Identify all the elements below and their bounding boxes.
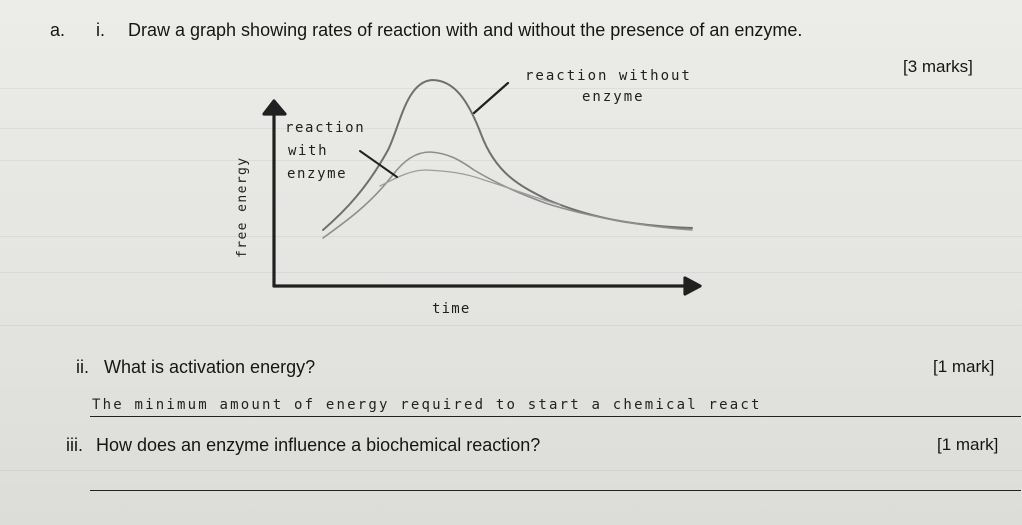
background-rule — [0, 236, 1022, 237]
answer-line-ii — [90, 416, 1021, 417]
y-axis-arrow — [262, 99, 287, 116]
curve-with-enzyme-upper — [379, 169, 561, 206]
question-i-marks: [3 marks] — [903, 57, 973, 76]
background-rule — [0, 272, 1022, 273]
answer-line-iii — [90, 490, 1021, 491]
curve-with-enzyme — [322, 151, 693, 239]
reaction-curves — [322, 78, 693, 239]
question-iii-text: How does an enzyme influence a biochemic… — [96, 435, 541, 455]
graph-axes — [262, 99, 702, 296]
question-i-text: Draw a graph showing rates of reaction w… — [128, 20, 803, 40]
question-iii-marks: [1 mark] — [937, 435, 999, 454]
question-i-label: i. — [96, 20, 105, 40]
x-axis-label: time — [432, 301, 471, 317]
label-without-enzyme-line2: enzyme — [582, 89, 645, 105]
background-rule — [0, 160, 1022, 161]
pointer-line-with — [359, 150, 398, 178]
label-without-enzyme-line1: reaction without — [525, 68, 692, 84]
label-with-enzyme-line2: with — [288, 143, 328, 159]
label-with-enzyme-line1: reaction — [285, 120, 365, 136]
background-rule — [0, 128, 1022, 129]
question-iii-label: iii. — [66, 435, 83, 455]
y-axis-label: free energy — [235, 157, 250, 259]
question-ii-marks: [1 mark] — [933, 357, 995, 376]
label-with-enzyme-line3: enzyme — [287, 166, 347, 182]
curve-without-enzyme — [322, 78, 693, 231]
background-rule — [0, 325, 1022, 326]
background-rule — [0, 88, 1022, 89]
question-a-label: a. — [50, 20, 66, 40]
x-axis-arrow — [683, 276, 702, 296]
question-ii-answer: The minimum amount of energy required to… — [92, 397, 762, 413]
pointer-line-without — [472, 81, 510, 115]
question-ii-label: ii. — [76, 357, 89, 377]
question-ii-text: What is activation energy? — [104, 357, 316, 377]
background-rule — [0, 470, 1022, 471]
